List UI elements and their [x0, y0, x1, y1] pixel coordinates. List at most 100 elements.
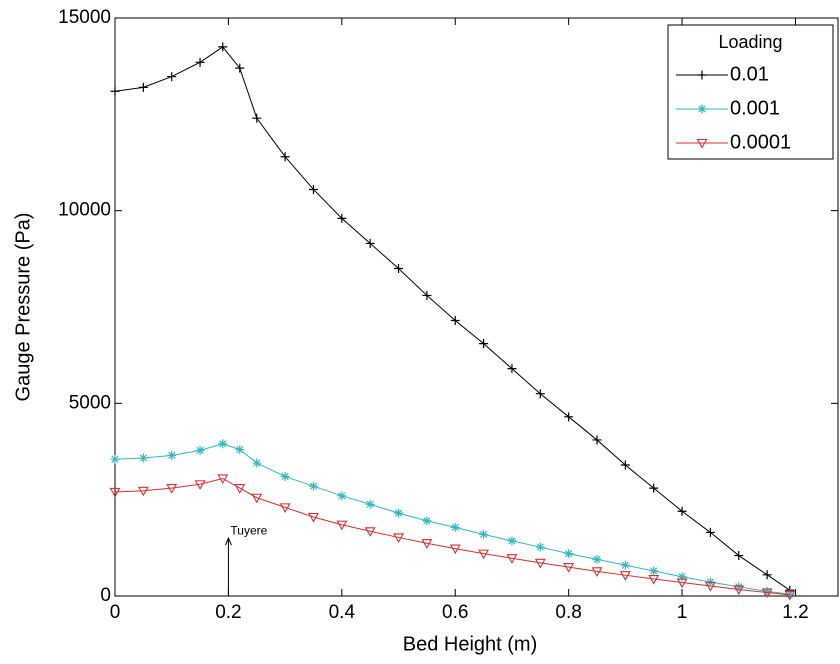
marker	[697, 104, 707, 114]
legend-label: 0.01	[730, 63, 769, 85]
marker	[337, 491, 347, 501]
x-axis-label: Bed Height (m)	[403, 633, 538, 655]
marker	[705, 527, 715, 537]
marker	[336, 520, 348, 531]
marker	[217, 474, 229, 485]
marker	[422, 516, 432, 526]
marker	[677, 572, 687, 582]
marker	[479, 529, 489, 539]
y-axis-label: Gauge Pressure (Pa)	[12, 213, 34, 402]
marker	[564, 549, 574, 559]
series-line	[114, 46, 791, 591]
marker	[218, 42, 228, 52]
marker	[450, 522, 460, 532]
y-tick-label: 10000	[58, 200, 111, 221]
marker	[280, 152, 290, 162]
marker	[734, 582, 744, 592]
x-tick-label: 0	[110, 602, 121, 623]
series-line	[114, 477, 790, 596]
marker	[449, 544, 461, 555]
annotation-text: Tuyere	[230, 523, 267, 537]
marker	[592, 554, 602, 564]
marker	[110, 454, 120, 464]
marker	[733, 585, 745, 596]
marker	[337, 213, 347, 223]
marker	[506, 554, 518, 564]
marker	[194, 480, 206, 490]
marker	[365, 238, 375, 248]
marker	[393, 533, 404, 544]
marker	[761, 588, 773, 599]
marker	[167, 450, 177, 460]
marker	[234, 484, 246, 494]
marker	[535, 389, 545, 399]
marker	[620, 460, 630, 470]
marker	[535, 542, 545, 552]
marker	[195, 445, 205, 455]
x-tick-label: 1	[677, 602, 688, 623]
annotation-arrowhead	[224, 536, 232, 546]
marker	[218, 439, 228, 449]
marker	[235, 445, 245, 455]
marker	[421, 539, 433, 549]
marker	[450, 315, 460, 325]
marker	[785, 589, 795, 599]
marker	[364, 527, 376, 537]
marker	[308, 512, 319, 523]
legend-box	[667, 24, 834, 160]
marker	[279, 503, 291, 513]
marker	[507, 364, 517, 374]
marker	[648, 574, 660, 585]
marker	[762, 570, 772, 580]
marker	[109, 487, 121, 498]
marker	[422, 290, 432, 300]
marker	[252, 113, 262, 123]
marker	[762, 586, 772, 596]
x-tick-label: 0.4	[329, 602, 356, 623]
series-line	[114, 443, 790, 595]
marker	[697, 70, 707, 80]
x-tick-label: 0.2	[215, 602, 241, 623]
legend-label: 0.001	[730, 97, 780, 119]
marker	[649, 483, 659, 493]
legend-title: Loading	[718, 32, 782, 52]
plot-frame	[114, 17, 839, 597]
marker	[308, 184, 318, 194]
marker	[591, 567, 603, 577]
x-tick-label: 0.8	[555, 602, 581, 623]
marker	[195, 57, 205, 67]
marker	[507, 536, 517, 546]
y-tick-label: 0	[100, 585, 111, 606]
y-tick-label: 15000	[58, 7, 111, 28]
marker	[280, 472, 290, 482]
marker	[620, 560, 630, 570]
marker	[534, 558, 546, 569]
legend-label: 0.0001	[730, 131, 791, 153]
marker	[479, 339, 489, 349]
marker	[619, 571, 631, 581]
marker	[478, 549, 490, 560]
marker	[394, 508, 404, 518]
marker	[784, 590, 796, 601]
marker	[649, 566, 659, 576]
marker	[138, 453, 148, 463]
marker	[677, 506, 687, 516]
marker	[137, 486, 149, 497]
marker	[734, 551, 744, 561]
marker	[365, 499, 375, 509]
marker	[138, 82, 148, 92]
marker	[251, 493, 263, 504]
marker	[676, 578, 688, 589]
marker	[252, 458, 262, 468]
marker	[394, 263, 404, 273]
marker	[564, 412, 574, 422]
marker	[166, 484, 178, 494]
x-tick-label: 1.2	[782, 602, 808, 623]
x-tick-label: 0.6	[442, 602, 468, 623]
marker	[110, 86, 120, 96]
y-tick-label: 5000	[69, 392, 111, 413]
marker	[704, 581, 716, 592]
marker	[167, 72, 177, 82]
marker	[235, 63, 245, 73]
